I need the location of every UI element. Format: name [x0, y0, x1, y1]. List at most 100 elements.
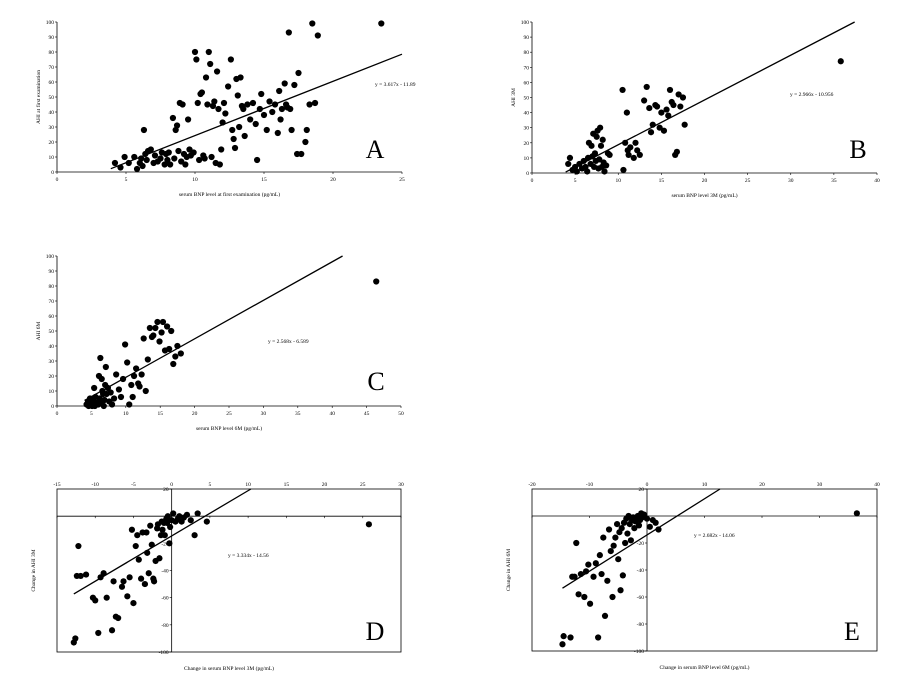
data-point	[576, 160, 583, 168]
regression-equation: y = 2.682x - 14.06	[694, 533, 735, 539]
data-point	[601, 612, 609, 620]
data-point	[225, 83, 232, 90]
x-tick-label: -20	[528, 482, 536, 488]
y-tick-label: -40	[161, 569, 169, 575]
data-point	[187, 517, 194, 524]
data-point	[91, 384, 98, 392]
x-tick-label: 45	[364, 411, 370, 417]
data-point	[635, 522, 643, 529]
data-point	[139, 162, 146, 170]
panel-letter: B	[849, 135, 866, 164]
data-point	[128, 381, 135, 389]
data-point	[159, 318, 167, 326]
y-tick-label: 50	[524, 96, 530, 102]
data-point	[120, 578, 127, 585]
data-point	[108, 627, 116, 634]
data-point	[104, 384, 112, 392]
data-point	[102, 363, 109, 371]
y-tick-label: -60	[637, 595, 645, 601]
data-point	[100, 402, 107, 410]
x-tick-label: 25	[360, 482, 366, 488]
data-point	[150, 578, 158, 585]
data-point	[229, 126, 236, 134]
data-point	[204, 101, 211, 108]
x-axis-title: serum BNP level 6M (pg/mL)	[196, 425, 262, 432]
data-point	[152, 324, 159, 332]
regression-line	[565, 21, 855, 173]
y-tick-label: 60	[49, 80, 55, 86]
data-point	[615, 556, 622, 563]
data-point	[138, 155, 145, 162]
data-point	[142, 387, 149, 395]
x-tick-label: 10	[192, 177, 198, 183]
plot-frame	[56, 488, 402, 653]
data-point	[137, 575, 145, 582]
data-point	[573, 168, 580, 175]
data-point	[161, 161, 168, 168]
data-point	[605, 526, 613, 533]
y-tick-label: 100	[521, 20, 530, 26]
x-tick-label: 0	[646, 482, 649, 488]
data-point	[627, 537, 635, 544]
data-point	[111, 159, 119, 167]
y-tick-label: 10	[49, 155, 55, 161]
data-point	[174, 342, 181, 350]
data-point	[580, 157, 587, 165]
x-tick-label: 20	[330, 177, 336, 183]
data-point	[591, 150, 599, 157]
x-tick-label: 30	[398, 482, 404, 488]
data-point	[113, 371, 120, 378]
x-axis-title: Change in serum BNP level 3M (pg/mL)	[184, 665, 274, 672]
data-point	[82, 571, 90, 578]
data-point	[136, 383, 143, 390]
y-tick-label: 10	[49, 389, 55, 395]
data-point	[230, 135, 237, 143]
data-point	[167, 523, 174, 531]
data-point	[124, 359, 131, 366]
data-point	[658, 109, 665, 116]
x-tick-label: 30	[261, 411, 267, 417]
data-point	[101, 396, 108, 404]
data-point	[207, 60, 214, 68]
data-point	[585, 561, 592, 568]
x-tick-label: 20	[192, 411, 198, 417]
data-point	[191, 48, 199, 56]
data-point	[373, 278, 380, 285]
data-point	[140, 126, 148, 134]
data-point	[115, 386, 123, 393]
data-point	[623, 109, 630, 116]
y-tick-label: 80	[49, 50, 55, 56]
x-tick-label: 0	[531, 178, 534, 184]
x-tick-label: 25	[745, 178, 751, 184]
panel-letter: C	[367, 367, 384, 396]
data-point	[285, 29, 292, 36]
data-point	[254, 156, 261, 164]
data-point	[117, 393, 125, 401]
data-point	[98, 375, 105, 383]
x-tick-label: 40	[329, 411, 335, 417]
data-point	[660, 127, 668, 134]
data-point	[652, 519, 659, 526]
data-point	[156, 555, 163, 562]
data-point	[622, 539, 629, 547]
data-point	[165, 149, 172, 156]
data-point	[663, 106, 670, 113]
data-point	[164, 513, 171, 520]
data-point	[598, 570, 605, 578]
data-point	[622, 139, 629, 146]
data-point	[249, 99, 257, 107]
y-axis-title: AHI 3M	[511, 88, 517, 107]
data-point	[151, 152, 159, 159]
y-tick-label: -40	[637, 568, 645, 574]
data-point	[631, 525, 638, 532]
data-point	[119, 375, 127, 383]
data-point	[241, 132, 248, 140]
data-point	[291, 81, 298, 89]
chart-panel-e: -20-10010203040-100-80-60-40-20020Change…	[506, 482, 880, 671]
data-point	[208, 153, 215, 161]
x-tick-label: 5	[90, 411, 93, 417]
data-point	[853, 510, 860, 517]
data-point	[560, 633, 567, 640]
data-point	[675, 91, 682, 98]
data-point	[665, 112, 672, 119]
